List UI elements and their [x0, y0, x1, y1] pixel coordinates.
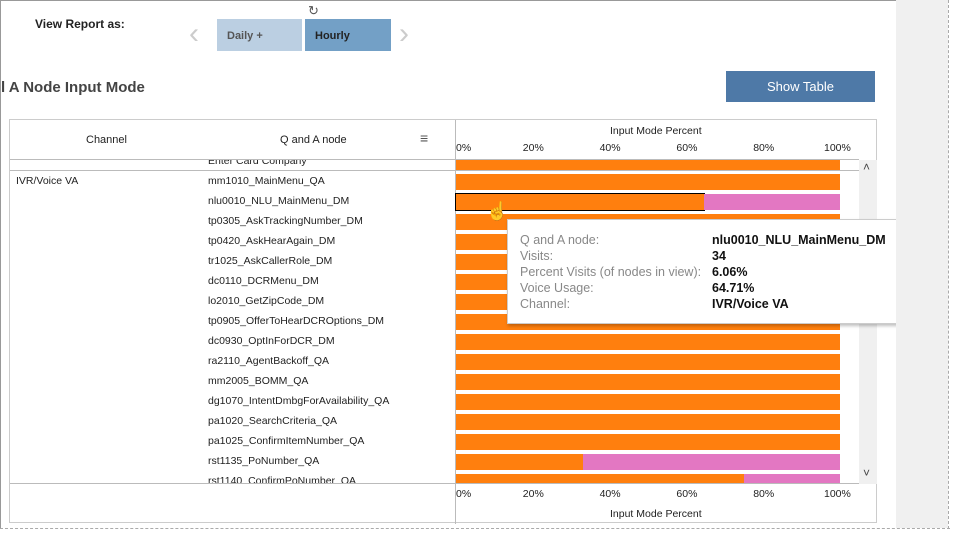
node-cell: nlu0010_NLU_MainMenu_DM [208, 195, 350, 207]
tooltip: Q and A node: nlu0010_NLU_MainMenu_DM Visi… [507, 219, 934, 324]
channel-divider [10, 170, 859, 171]
hand-cursor-icon: ☝ [486, 201, 509, 221]
view-report-label: View Report as: [35, 17, 125, 31]
table-row[interactable]: pa1020_SearchCriteria_QA [10, 412, 859, 432]
table-row[interactable]: rst1140_ConfirmPoNumber_QA [10, 472, 859, 484]
report-page: View Report as: ↻ ‹ Daily + Hourly › l A… [0, 0, 934, 534]
axis-tick-label: 80% [753, 488, 775, 500]
scroll-down-icon[interactable]: ˅ [863, 466, 871, 480]
node-cell: tp0420_AskHearAgain_DM [208, 235, 336, 247]
column-divider [455, 120, 456, 524]
torn-edge [948, 0, 959, 534]
tooltip-key: Channel: [520, 297, 571, 311]
axis-title-top: Input Mode Percent [610, 125, 702, 137]
voice-bar[interactable] [454, 193, 706, 211]
tooltip-value: 34 [712, 249, 726, 263]
sort-icon[interactable]: ≡ [420, 130, 429, 146]
node-cell: rst1140_ConfirmPoNumber_QA [208, 475, 357, 484]
axis-tick-label: 40% [599, 488, 621, 500]
footer-divider [10, 483, 859, 484]
tooltip-key: Percent Visits (of nodes in view): [520, 265, 702, 279]
node-cell: rst1135_PoNumber_QA [208, 455, 320, 467]
voice-bar[interactable] [456, 160, 840, 170]
node-cell: ra2110_AgentBackoff_QA [208, 355, 330, 367]
hourly-option[interactable]: Hourly [305, 19, 391, 51]
tooltip-value: nlu0010_NLU_MainMenu_DM [712, 233, 886, 247]
channel-cell: IVR/Voice VA [16, 175, 79, 187]
tooltip-value: 64.71% [712, 281, 755, 295]
axis-title-bottom: Input Mode Percent [610, 508, 702, 520]
node-header: Q and A node [280, 134, 347, 146]
other-bar[interactable] [582, 454, 840, 470]
page-title: l A Node Input Mode [1, 79, 145, 96]
show-table-button[interactable]: Show Table [726, 71, 875, 102]
channel-header: Channel [86, 134, 127, 146]
voice-bar[interactable] [456, 334, 840, 350]
node-cell: Enter Card Company [208, 160, 307, 167]
next-arrow-icon[interactable]: › [399, 17, 409, 50]
axis-tick-label: 40% [599, 142, 621, 154]
node-cell: tr1025_AskCallerRole_DM [208, 255, 333, 267]
node-cell: mm1010_MainMenu_QA [208, 175, 325, 187]
node-cell: dg1070_IntentDmbgForAvailability_QA [208, 395, 390, 407]
axis-tick-label: 20% [522, 142, 544, 154]
node-cell: dc0110_DCRMenu_DM [208, 275, 319, 287]
tooltip-value: 6.06% [712, 265, 748, 279]
side-strip [896, 0, 950, 534]
table-row[interactable]: mm2005_BOMM_QA [10, 372, 859, 392]
axis-tick-label: 0% [456, 142, 472, 154]
axis-tick-label: 60% [676, 142, 698, 154]
table-row[interactable]: pa1025_ConfirmItemNumber_QA [10, 432, 859, 452]
node-cell: tp0305_AskTrackingNumber_DM [208, 215, 363, 227]
other-bar[interactable] [744, 474, 840, 484]
table-row[interactable]: ra2110_AgentBackoff_QA [10, 352, 859, 372]
tooltip-key: Q and A node: [520, 233, 600, 247]
voice-bar[interactable] [456, 394, 840, 410]
voice-bar[interactable] [456, 374, 840, 390]
table-row[interactable]: rst1135_PoNumber_QA [10, 452, 859, 472]
voice-bar[interactable] [456, 174, 840, 190]
daily-option[interactable]: Daily + [217, 19, 302, 51]
node-cell: pa1025_ConfirmItemNumber_QA [208, 435, 365, 447]
axis-tick-label: 100% [824, 142, 851, 154]
voice-bar[interactable] [456, 414, 840, 430]
axis-tick-label: 20% [522, 488, 544, 500]
voice-bar[interactable] [456, 434, 840, 450]
axis-tick-label: 0% [456, 488, 472, 500]
table-row[interactable]: Enter Card Company [10, 160, 859, 172]
other-bar[interactable] [704, 194, 840, 210]
voice-bar[interactable] [456, 454, 583, 470]
node-cell: tp0905_OfferToHearDCROptions_DM [208, 315, 385, 327]
reset-icon[interactable]: ↻ [308, 3, 319, 18]
tooltip-key: Visits: [520, 249, 554, 263]
node-cell: mm2005_BOMM_QA [208, 375, 309, 387]
prev-arrow-icon[interactable]: ‹ [189, 17, 199, 50]
axis-tick-label: 100% [824, 488, 851, 500]
node-cell: pa1020_SearchCriteria_QA [208, 415, 337, 427]
tooltip-value: IVR/Voice VA [712, 297, 789, 311]
tooltip-key: Voice Usage: [520, 281, 594, 295]
node-cell: lo2010_GetZipCode_DM [208, 295, 325, 307]
table-row[interactable]: dg1070_IntentDmbgForAvailability_QA [10, 392, 859, 412]
axis-tick-label: 80% [753, 142, 775, 154]
scroll-up-icon[interactable]: ˄ [863, 160, 871, 174]
table-row[interactable]: IVR/Voice VA mm1010_MainMenu_QA [10, 170, 859, 192]
voice-bar[interactable] [456, 474, 744, 484]
axis-tick-label: 60% [676, 488, 698, 500]
table-row[interactable]: dc0930_OptInForDCR_DM [10, 332, 859, 352]
node-cell: dc0930_OptInForDCR_DM [208, 335, 335, 347]
torn-edge-bottom [0, 528, 950, 534]
header-divider [10, 159, 859, 160]
table-row[interactable]: nlu0010_NLU_MainMenu_DM [10, 192, 859, 212]
voice-bar[interactable] [456, 354, 840, 370]
